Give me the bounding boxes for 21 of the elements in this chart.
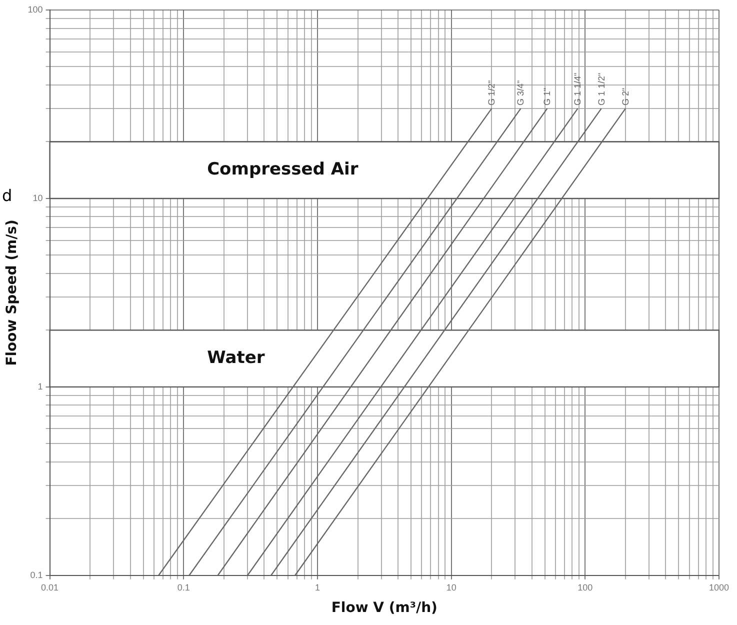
text: G 2"	[620, 88, 630, 106]
band-label: Water	[207, 348, 266, 368]
x-tick-label: 0.01	[41, 582, 59, 592]
text: G 1"	[542, 88, 552, 106]
band-label: Compressed Air	[207, 160, 359, 180]
y-tick-label: 0.1	[30, 570, 43, 580]
text: d	[2, 186, 12, 205]
y-axis-title: Floow Speed (m/s)	[4, 220, 20, 366]
text: G 3/4"	[516, 80, 526, 106]
x-axis-title: Flow V (m³/h)	[331, 600, 438, 616]
x-tick-label: 1000	[708, 582, 730, 592]
x-tick-label: 0.1	[177, 582, 190, 592]
y-tick-label: 10	[32, 192, 43, 203]
y-tick-label: 100	[28, 4, 43, 14]
y-tick-label: 1	[38, 381, 43, 392]
x-tick-label: 1	[314, 582, 320, 592]
x-tick-label: 100	[578, 582, 593, 592]
x-tick-label: 10	[446, 582, 456, 592]
text: G 1 1/2"	[596, 72, 606, 106]
text: G 1/2"	[486, 80, 497, 106]
text: G 1 1/4"	[572, 72, 583, 106]
